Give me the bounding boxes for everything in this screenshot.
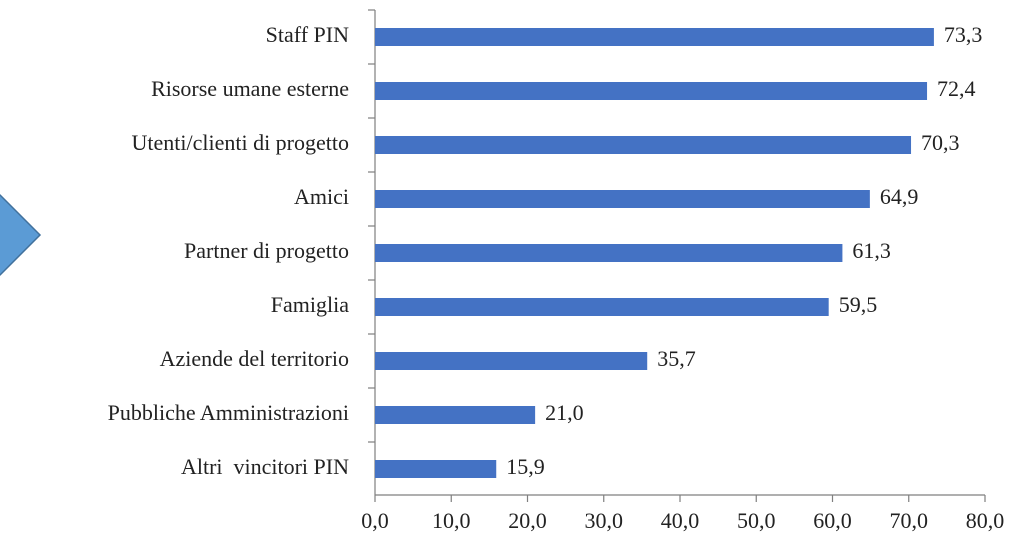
y-tick-label: Altri vincitori PIN: [181, 454, 349, 479]
bar: [375, 244, 843, 262]
bar: [375, 460, 497, 478]
x-tick-label: 20,0: [508, 508, 547, 533]
arrow-decoration: [0, 194, 42, 276]
y-tick-label: Pubbliche Amministrazioni: [108, 400, 349, 425]
value-label: 35,7: [657, 346, 696, 371]
y-tick-label: Amici: [294, 184, 349, 209]
x-tick-label: 40,0: [661, 508, 700, 533]
y-tick-label: Staff PIN: [266, 22, 349, 47]
y-tick-label: Famiglia: [271, 292, 349, 317]
x-tick-label: 70,0: [890, 508, 929, 533]
bar: [375, 406, 536, 424]
value-label: 59,5: [839, 292, 878, 317]
bar: [375, 352, 648, 370]
x-tick-label: 30,0: [585, 508, 624, 533]
value-label: 61,3: [852, 238, 891, 263]
value-label: 21,0: [545, 400, 584, 425]
x-tick-label: 80,0: [966, 508, 1005, 533]
y-tick-label: Risorse umane esterne: [151, 76, 349, 101]
bar: [375, 190, 870, 208]
x-tick-label: 0,0: [361, 508, 389, 533]
bar: [375, 298, 829, 316]
bar: [375, 136, 912, 154]
bar: [375, 82, 928, 100]
y-tick-label: Partner di progetto: [184, 238, 349, 263]
y-tick-label: Utenti/clienti di progetto: [131, 130, 349, 155]
value-label: 15,9: [506, 454, 545, 479]
value-label: 72,4: [937, 76, 976, 101]
x-tick-label: 50,0: [737, 508, 776, 533]
x-tick-label: 10,0: [432, 508, 471, 533]
value-label: 70,3: [921, 130, 960, 155]
y-tick-label: Aziende del territorio: [160, 346, 349, 371]
value-label: 64,9: [880, 184, 919, 209]
x-tick-label: 60,0: [813, 508, 852, 533]
value-label: 73,3: [944, 22, 983, 47]
bar: [375, 28, 934, 46]
